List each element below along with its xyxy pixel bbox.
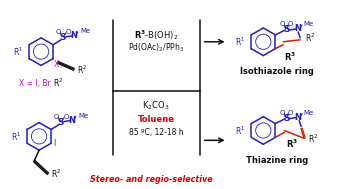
Text: O: O <box>280 110 285 116</box>
Text: X = I, Br: X = I, Br <box>19 79 56 88</box>
Text: $\mathsf{R^2}$: $\mathsf{R^2}$ <box>305 32 315 44</box>
Text: Thiazine ring: Thiazine ring <box>246 156 308 164</box>
Text: Me: Me <box>303 110 313 116</box>
Text: S: S <box>283 26 289 34</box>
Text: $\mathbf{R^3}$: $\mathbf{R^3}$ <box>286 137 298 150</box>
Text: X: X <box>54 60 59 69</box>
Text: N: N <box>68 116 76 125</box>
Text: $\mathsf{R^1}$: $\mathsf{R^1}$ <box>13 45 23 58</box>
Text: K$_2$CO$_3$: K$_2$CO$_3$ <box>143 100 170 112</box>
Text: $\mathsf{R^2}$: $\mathsf{R^2}$ <box>53 77 63 89</box>
Text: S: S <box>283 114 289 123</box>
Text: Stereo- and regio-selective: Stereo- and regio-selective <box>90 175 213 184</box>
Text: O: O <box>280 21 285 27</box>
Text: N: N <box>71 31 77 40</box>
Text: Me: Me <box>78 113 88 119</box>
Text: S: S <box>58 118 64 127</box>
Text: Toluene: Toluene <box>138 115 175 124</box>
Text: Pd(OAc)$_2$/PPh$_3$: Pd(OAc)$_2$/PPh$_3$ <box>128 41 184 54</box>
Text: Me: Me <box>303 21 313 27</box>
Text: $\mathsf{R^1}$: $\mathsf{R^1}$ <box>235 124 245 137</box>
Text: O: O <box>63 114 69 120</box>
Text: $\mathsf{R^1}$: $\mathsf{R^1}$ <box>235 36 245 48</box>
Text: $\mathbf{R^3}$: $\mathbf{R^3}$ <box>284 51 297 63</box>
Text: Me: Me <box>80 28 90 34</box>
Text: N: N <box>295 113 302 122</box>
Text: O: O <box>65 29 71 35</box>
Text: O: O <box>55 29 61 35</box>
Text: $\mathbf{R^3}$-B(OH)$_2$: $\mathbf{R^3}$-B(OH)$_2$ <box>134 28 178 42</box>
Text: I: I <box>53 139 55 148</box>
Text: O: O <box>288 110 293 116</box>
Text: $\mathsf{R^2}$: $\mathsf{R^2}$ <box>77 63 87 76</box>
Text: O: O <box>53 114 59 120</box>
Text: $\mathsf{R^1}$: $\mathsf{R^1}$ <box>11 130 21 143</box>
Text: S: S <box>60 33 66 42</box>
Text: 85 ºC, 12-18 h: 85 ºC, 12-18 h <box>129 128 184 137</box>
Text: Isothiazole ring: Isothiazole ring <box>240 67 314 76</box>
Text: $\mathsf{R^2}$: $\mathsf{R^2}$ <box>51 168 61 180</box>
Text: N: N <box>295 25 302 33</box>
Text: $\mathsf{R^2}$: $\mathsf{R^2}$ <box>308 132 318 145</box>
Text: O: O <box>288 21 293 27</box>
